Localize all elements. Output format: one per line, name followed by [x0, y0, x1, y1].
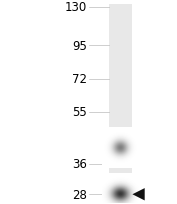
Text: 28: 28 — [72, 188, 87, 201]
Text: 95: 95 — [72, 39, 87, 52]
Text: 72: 72 — [72, 73, 87, 86]
Text: 36: 36 — [72, 157, 87, 170]
Text: 130: 130 — [64, 1, 87, 14]
Polygon shape — [132, 188, 145, 201]
Text: 55: 55 — [72, 106, 87, 119]
Bar — [109, 5, 132, 203]
